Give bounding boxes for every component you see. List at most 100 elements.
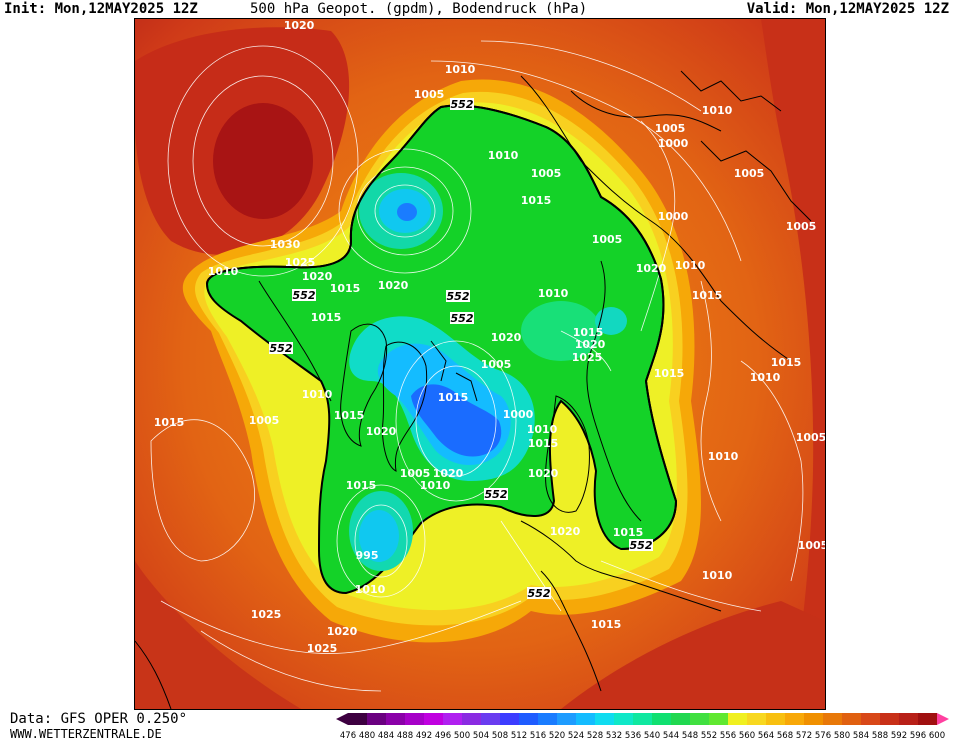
pressure-label: 1010 [208, 265, 239, 278]
legend-swatch [500, 713, 519, 725]
pressure-label: 1000 [658, 137, 689, 150]
legend-value-label: 572 [796, 731, 812, 741]
legend-value-label: 560 [739, 731, 755, 741]
pressure-label: 1020 [302, 270, 333, 283]
pressure-label: 1015 [771, 356, 802, 369]
legend-value-label: 504 [473, 731, 489, 741]
pressure-label: 1015 [613, 526, 644, 539]
legend-swatch [709, 713, 728, 725]
pressure-label: 1020 [491, 331, 522, 344]
pressure-label: 1010 [527, 423, 558, 436]
pressure-label: 1005 [249, 414, 280, 427]
pressure-label: 1030 [270, 238, 301, 251]
legend-value-label: 532 [606, 731, 622, 741]
pressure-label: 1015 [521, 194, 552, 207]
geopotential-label-box [292, 289, 316, 301]
geopotential-label-box [527, 587, 551, 599]
geopotential-label: 552 [270, 342, 293, 355]
pressure-label: 1005 [798, 539, 825, 552]
pressure-label: 1015 [692, 289, 723, 302]
legend-value-label: 508 [492, 731, 508, 741]
pressure-label: 1015 [311, 311, 342, 324]
legend-value-label: 580 [834, 731, 850, 741]
pressure-label: 1010 [750, 371, 781, 384]
pressure-label: 1010 [702, 569, 733, 582]
pressure-label: 1020 [550, 525, 581, 538]
init-time-label: Init: Mon,12MAY2025 12Z [4, 1, 198, 17]
legend-swatch [405, 713, 424, 725]
data-source-label: Data: GFS OPER 0.250° [10, 711, 188, 727]
legend-swatch [538, 713, 557, 725]
pressure-label: 1005 [400, 467, 431, 480]
legend-swatch [785, 713, 804, 725]
legend-swatch [462, 713, 481, 725]
pressure-label: 1010 [708, 450, 739, 463]
legend-value-label: 588 [872, 731, 888, 741]
legend-value-label: 596 [910, 731, 926, 741]
legend-swatch [367, 713, 386, 725]
pressure-label: 1020 [327, 625, 358, 638]
legend-value-label: 492 [416, 731, 432, 741]
legend-swatch [671, 713, 690, 725]
legend-swatch [595, 713, 614, 725]
legend-value-label: 556 [720, 731, 736, 741]
pressure-label: 1020 [284, 19, 315, 32]
legend-swatch [842, 713, 861, 725]
legend-swatch [481, 713, 500, 725]
geopotential-label-box [450, 98, 474, 110]
pressure-label: 1015 [438, 391, 469, 404]
pressure-label: 1010 [675, 259, 706, 272]
legend-arrow-right [937, 713, 949, 725]
isobars [150, 40, 804, 692]
legend-swatch [880, 713, 899, 725]
legend-value-label: 488 [397, 731, 413, 741]
legend-swatch [576, 713, 595, 725]
pressure-label: 1000 [503, 408, 534, 421]
pressure-label: 1015 [654, 367, 685, 380]
legend-swatch [747, 713, 766, 725]
pressure-label: 1015 [334, 409, 365, 422]
legend-swatch [633, 713, 652, 725]
pressure-label: 1010 [488, 149, 519, 162]
legend-value-label: 520 [549, 731, 565, 741]
legend-swatch [766, 713, 785, 725]
pressure-label: 1025 [285, 256, 316, 269]
pressure-label: 1010 [302, 388, 333, 401]
legend-swatch [804, 713, 823, 725]
geopotential-label: 552 [485, 488, 508, 501]
geopotential-label-box [484, 488, 508, 500]
legend-value-label: 500 [454, 731, 470, 741]
pressure-label: 1015 [330, 282, 361, 295]
legend-value-label: 476 [340, 731, 356, 741]
geopotential-label-box [629, 539, 653, 551]
legend-value-label: 512 [511, 731, 527, 741]
pressure-label: 1025 [572, 351, 603, 364]
legend-swatch [614, 713, 633, 725]
color-legend: 476 480 484 488 492 496 500 504 508 512 516 520 524 5… [336, 713, 959, 741]
pressure-label: 1020 [366, 425, 397, 438]
legend-value-label: 540 [644, 731, 660, 741]
pressure-label: 1025 [307, 642, 338, 655]
legend-value-label: 548 [682, 731, 698, 741]
legend-value-label: 496 [435, 731, 451, 741]
geopotential-label-box [450, 312, 474, 324]
geopotential-labels: 552 552 552 552 552 552 552 552 [269, 98, 653, 600]
legend-swatch [899, 713, 918, 725]
legend-value-label: 584 [853, 731, 869, 741]
geopotential-label: 552 [451, 312, 474, 325]
high-geopotential-areas [135, 19, 825, 709]
pressure-label: 1010 [420, 479, 451, 492]
pressure-label: 1005 [481, 358, 512, 371]
legend-swatch [728, 713, 747, 725]
legend-value-label: 524 [568, 731, 584, 741]
pressure-label: 1010 [445, 63, 476, 76]
pressure-label: 1005 [592, 233, 623, 246]
geopotential-label: 552 [528, 587, 551, 600]
pressure-label: 1005 [531, 167, 562, 180]
legend-value-label: 568 [777, 731, 793, 741]
valid-time-label: Valid: Mon,12MAY2025 12Z [746, 1, 949, 17]
pressure-label: 1015 [154, 416, 185, 429]
legend-swatch [652, 713, 671, 725]
geopotential-label-box [446, 290, 470, 302]
geopotential-label: 552 [447, 290, 470, 303]
